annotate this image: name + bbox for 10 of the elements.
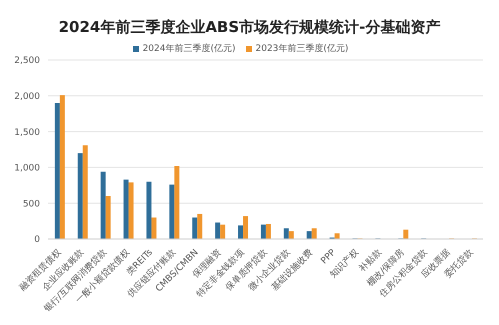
y-tick-label: 2,500 [14,56,40,66]
y-tick-label: 1,500 [14,128,40,138]
chart-title: 2024年前三季度企业ABS市场发行规模统计-分基础资产 [58,17,442,38]
y-tick-label: 2,000 [14,92,40,102]
legend-label: 2024年前三季度(亿元) [142,44,236,54]
y-tick-label: 500 [22,199,40,210]
y-tick-label: 0 [34,235,40,246]
x-tick-label: PPP [319,247,338,266]
y-tick-label: 1,000 [14,164,40,174]
legend-label: 2023年前三季度(亿元) [256,44,348,54]
